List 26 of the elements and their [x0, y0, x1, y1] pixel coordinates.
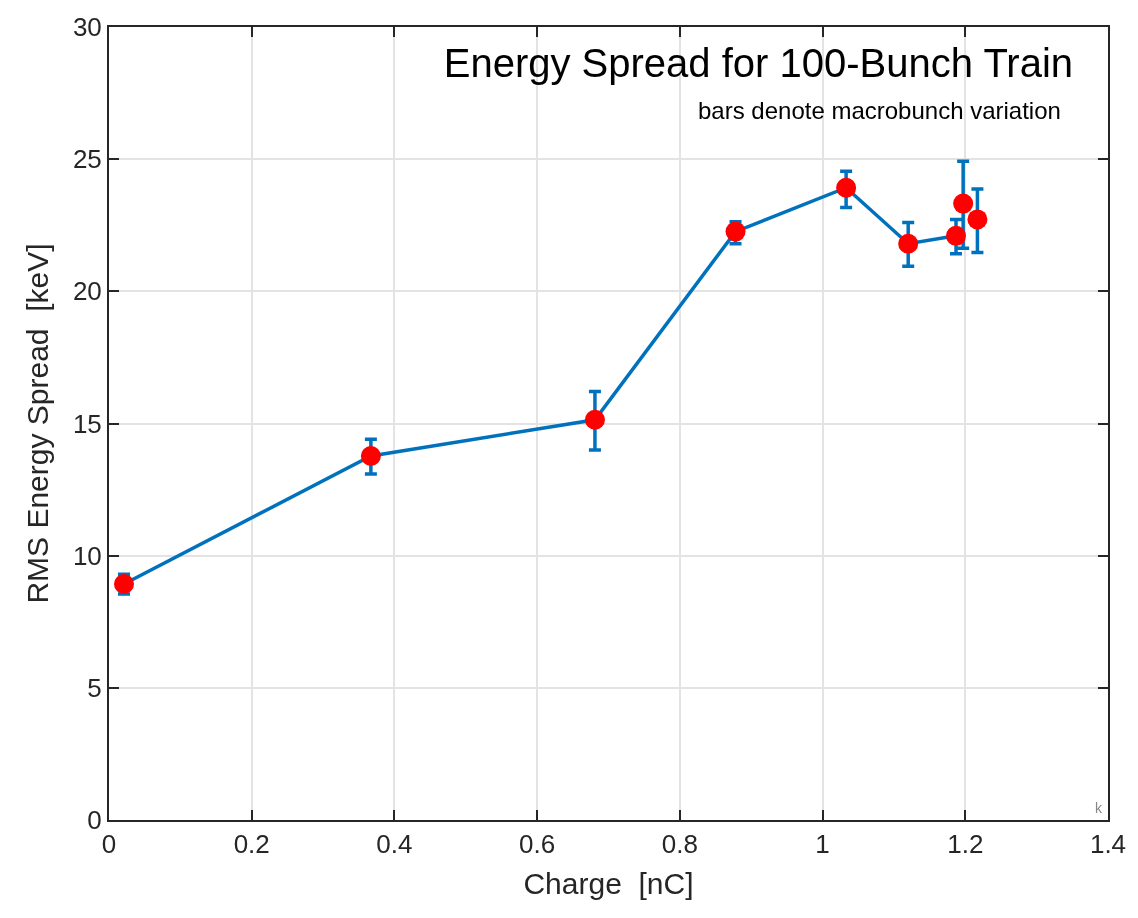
annotation: k: [1095, 800, 1103, 816]
x-tick-label: 1.2: [947, 829, 984, 860]
point: [953, 193, 974, 214]
y-tick-label: 5: [87, 672, 102, 703]
point: [584, 409, 605, 430]
y-tick-label: 30: [72, 12, 102, 43]
y-tick-label: 10: [72, 540, 102, 571]
point: [967, 209, 988, 230]
y-tick-label: 15: [72, 408, 102, 439]
x-axis-title: Charge [nC]: [523, 867, 694, 901]
x-tick-label: 1.4: [1089, 829, 1127, 860]
point: [898, 233, 919, 254]
point: [946, 225, 967, 246]
chart-title: Energy Spread for 100-Bunch Train: [443, 40, 1074, 85]
x-tick-label: 0.4: [376, 829, 413, 860]
x-tick-label: 1: [815, 829, 830, 860]
y-tick-label: 0: [87, 805, 102, 836]
text: bars denote macrobunch variation: [698, 97, 1061, 124]
x-tick-label: 0.2: [233, 829, 270, 860]
point: [360, 446, 381, 466]
y-tick-label: 20: [72, 276, 102, 307]
y-axis-title: RMS Energy Spread [keV]: [21, 243, 55, 604]
x-tick-label: 0.8: [661, 829, 698, 860]
point: [836, 177, 857, 198]
y-tick-label: 25: [72, 144, 102, 175]
x-tick-label: 0.6: [519, 829, 556, 860]
